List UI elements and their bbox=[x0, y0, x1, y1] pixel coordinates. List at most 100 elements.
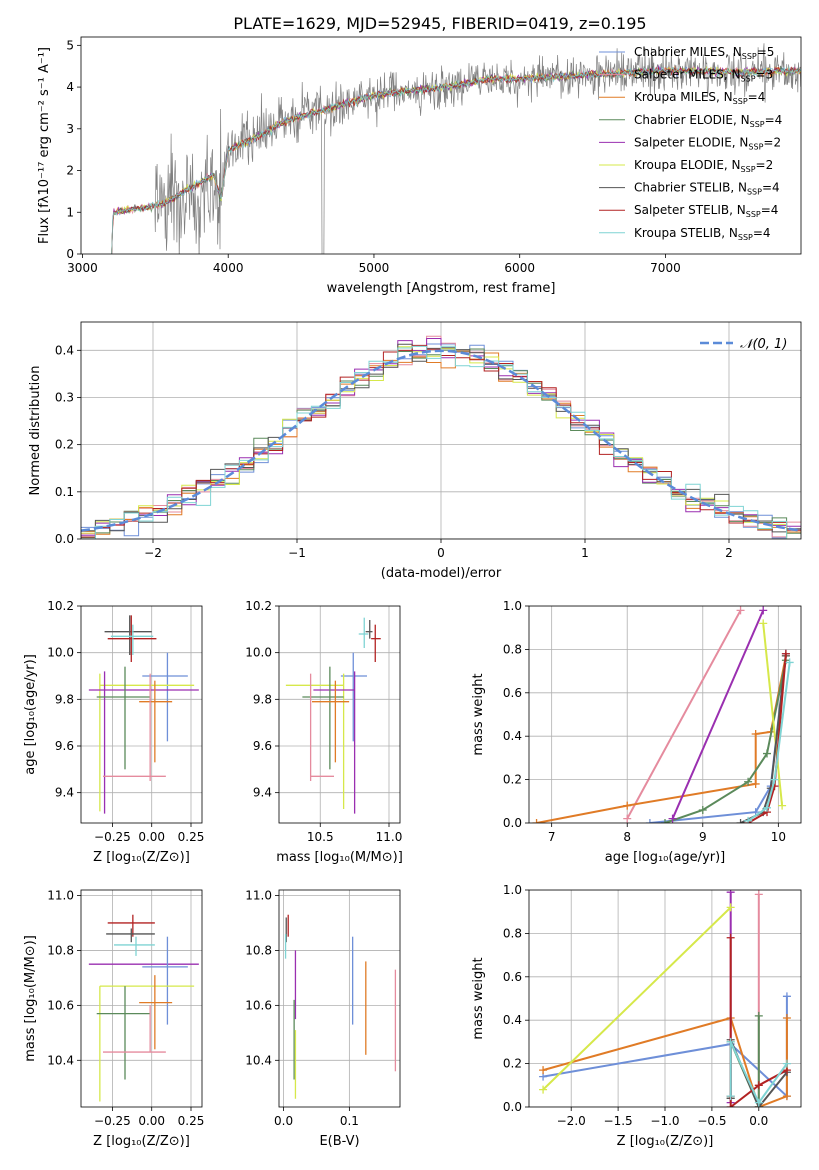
y-tick-label: 10.6 bbox=[245, 998, 272, 1012]
y-tick-label: 5 bbox=[66, 38, 74, 52]
legend-label: Chabrier STELIB, NSSP=4 bbox=[634, 181, 780, 197]
x-tick-label: −0.25 bbox=[94, 830, 131, 844]
x-tick-label: 0.0 bbox=[749, 1114, 768, 1128]
panel-spectrum: 3000 4000 5000 6000 7000 0 1 2 3 4 5 wavelength [An… bbox=[37, 36, 802, 296]
weight_vs_age-frame bbox=[528, 605, 802, 824]
mass-weight-marker bbox=[726, 1037, 735, 1046]
mass-weight-marker bbox=[751, 779, 760, 788]
y-tick-label: 10.2 bbox=[245, 599, 272, 613]
y-tick-label: 10.6 bbox=[47, 998, 74, 1012]
mass-weight-marker bbox=[698, 805, 707, 814]
x-tick-label: 8 bbox=[623, 830, 631, 844]
mass_vs_Z-xlabel: Z [log₁₀(Z/Z⊙)] bbox=[93, 1134, 190, 1149]
panel-age_vs_mass: 10.5 11.0 9.4 9.6 9.8 10.0 10.2 mass [log₁₀(M/M… bbox=[245, 599, 402, 865]
y-tick-label: 9.6 bbox=[55, 739, 74, 753]
y-tick-label: 0.3 bbox=[55, 390, 74, 404]
mass-weight-line bbox=[542, 906, 732, 1091]
weight_vs_age-plot-area bbox=[529, 606, 801, 823]
residuals-ylabel: Normed distribution bbox=[28, 366, 43, 496]
figure-title: PLATE=1629, MJD=52945, FIBERID=0419, z=0… bbox=[233, 14, 646, 33]
x-tick-label: 0.00 bbox=[138, 1114, 165, 1128]
y-tick-label: 0.0 bbox=[503, 1100, 522, 1114]
legend-label: Kroupa STELIB, NSSP=4 bbox=[634, 226, 771, 242]
mass-weight-marker bbox=[532, 819, 541, 823]
y-tick-label: 0.8 bbox=[503, 926, 522, 940]
mass-weight-line bbox=[671, 609, 765, 820]
residuals-xlabel: (data-model)/error bbox=[381, 566, 502, 581]
mass-weight-marker bbox=[781, 649, 790, 658]
y-tick-label: 0.4 bbox=[503, 1013, 522, 1027]
x-tick-label: 7 bbox=[548, 830, 556, 844]
y-tick-label: 0.0 bbox=[503, 816, 522, 830]
y-tick-label: 0.1 bbox=[55, 485, 74, 499]
y-tick-label: 0.6 bbox=[503, 686, 522, 700]
spectrum-legend: Chabrier MILES, NSSP=5 Salpeter MILES, NS… bbox=[599, 45, 782, 242]
x-tick-label: 10.5 bbox=[307, 830, 334, 844]
panel-residuals: −2 −1 0 1 2 0.0 0.1 0.2 0.3 0.4 (data-model)/error… bbox=[28, 321, 802, 581]
weight_vs_age-ylabel: mass weight bbox=[471, 673, 486, 755]
x-tick-label: −0.25 bbox=[94, 1114, 131, 1128]
mass-weight-marker bbox=[645, 819, 654, 823]
x-tick-label: −1.5 bbox=[604, 1114, 633, 1128]
x-tick-label: 0.0 bbox=[274, 1114, 293, 1128]
y-tick-label: 11.0 bbox=[47, 888, 74, 902]
mass-weight-line bbox=[626, 609, 742, 820]
x-tick-label: 3000 bbox=[67, 261, 98, 275]
x-tick-label: −1.0 bbox=[650, 1114, 679, 1128]
panel-weight_vs_Z: −2.0 −1.5 −1.0 −0.5 0.0 0.0 0.2 0.4 0.6 0.8 1.0 Z [… bbox=[471, 883, 802, 1149]
y-tick-label: 9.8 bbox=[55, 692, 74, 706]
age_vs_mass-frame bbox=[278, 605, 401, 824]
x-tick-label: −0.5 bbox=[697, 1114, 726, 1128]
x-tick-label: 5000 bbox=[359, 261, 390, 275]
y-tick-label: 10.0 bbox=[47, 646, 74, 660]
normal-curve bbox=[81, 349, 801, 532]
panel-mass_vs_ebv: 0.0 0.1 10.4 10.6 10.8 11.0 E(B-V) bbox=[245, 888, 401, 1149]
y-tick-label: 1.0 bbox=[503, 599, 522, 613]
mass-weight-marker bbox=[726, 890, 735, 897]
mass-weight-marker bbox=[539, 1066, 548, 1075]
mass-weight-line bbox=[747, 662, 791, 822]
mass-weight-marker bbox=[539, 1085, 548, 1094]
mass-weight-marker bbox=[782, 992, 791, 1001]
legend-label: Chabrier MILES, NSSP=5 bbox=[634, 45, 774, 61]
y-tick-label: 10.8 bbox=[245, 943, 272, 957]
age_vs_mass-plot-area bbox=[279, 606, 400, 823]
y-tick-label: 10.0 bbox=[245, 646, 272, 660]
y-tick-label: 0.4 bbox=[55, 343, 74, 357]
model-spectrum-line bbox=[111, 65, 801, 254]
residuals-plot-area bbox=[81, 322, 801, 539]
y-tick-label: 0.2 bbox=[503, 1057, 522, 1071]
y-tick-label: 1.0 bbox=[503, 883, 522, 897]
y-tick-label: 9.4 bbox=[253, 786, 272, 800]
mass-weight-line bbox=[729, 1041, 788, 1105]
y-tick-label: 11.0 bbox=[245, 888, 272, 902]
y-tick-label: 10.8 bbox=[47, 943, 74, 957]
x-tick-label: −2 bbox=[144, 546, 162, 560]
y-tick-label: 0 bbox=[66, 247, 74, 261]
x-tick-label: −1 bbox=[288, 546, 306, 560]
mass-weight-marker bbox=[726, 933, 735, 942]
spectrum-frame bbox=[80, 36, 802, 255]
mass_vs_ebv-frame bbox=[278, 889, 401, 1108]
residual-histogram bbox=[81, 345, 801, 539]
weight_vs_Z-ylabel: mass weight bbox=[471, 957, 486, 1039]
legend-label: Salpeter MILES, NSSP=3 bbox=[634, 68, 773, 84]
y-tick-label: 1 bbox=[66, 205, 74, 219]
mass_vs_Z-plot-area bbox=[81, 890, 202, 1107]
y-tick-label: 3 bbox=[66, 122, 74, 136]
age_vs_Z-ylabel: age [log₁₀(age/yr)] bbox=[23, 654, 38, 775]
y-tick-label: 10.4 bbox=[47, 1053, 74, 1067]
x-tick-label: 4000 bbox=[213, 261, 244, 275]
y-tick-label: 9.4 bbox=[55, 786, 74, 800]
x-tick-label: 9 bbox=[699, 830, 707, 844]
weight_vs_Z-xlabel: Z [log₁₀(Z/Z⊙)] bbox=[617, 1134, 714, 1149]
age_vs_Z-xlabel: Z [log₁₀(Z/Z⊙)] bbox=[93, 850, 190, 865]
x-tick-label: 0.25 bbox=[178, 830, 205, 844]
mass_vs_Z-frame bbox=[80, 889, 203, 1108]
mass-weight-marker bbox=[754, 890, 763, 899]
x-tick-label: 0 bbox=[437, 546, 445, 560]
y-tick-label: 0.0 bbox=[55, 532, 74, 546]
y-tick-label: 2 bbox=[66, 164, 74, 178]
x-tick-label: −2.0 bbox=[557, 1114, 586, 1128]
mass-weight-marker bbox=[782, 1014, 791, 1023]
